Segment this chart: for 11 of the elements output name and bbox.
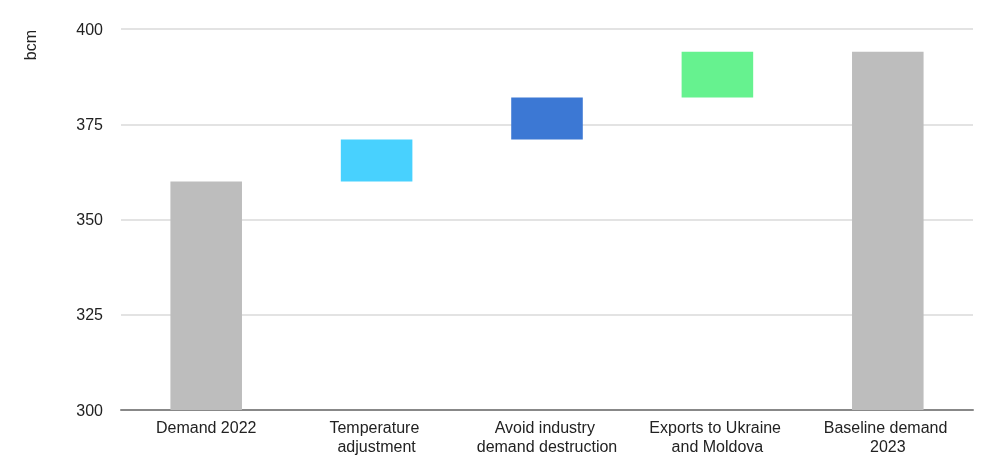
x-tick-label: Avoid industry demand destruction (476, 419, 618, 455)
y-tick-label: 325 (76, 306, 104, 324)
y-axis-title: bcm (21, 29, 39, 61)
x-tick-label: Temperature adjustment (329, 419, 424, 455)
x-tick-label: Baseline demand 2023 (823, 419, 952, 455)
y-tick-label: 400 (76, 20, 104, 38)
x-tick-label: Demand 2022 (155, 419, 257, 436)
y-tick-label: 300 (76, 401, 104, 419)
y-tick-label: 375 (76, 115, 104, 133)
x-tick-label: Exports to Ukraine and Moldova (649, 419, 786, 455)
y-tick-label: 350 (76, 211, 104, 228)
